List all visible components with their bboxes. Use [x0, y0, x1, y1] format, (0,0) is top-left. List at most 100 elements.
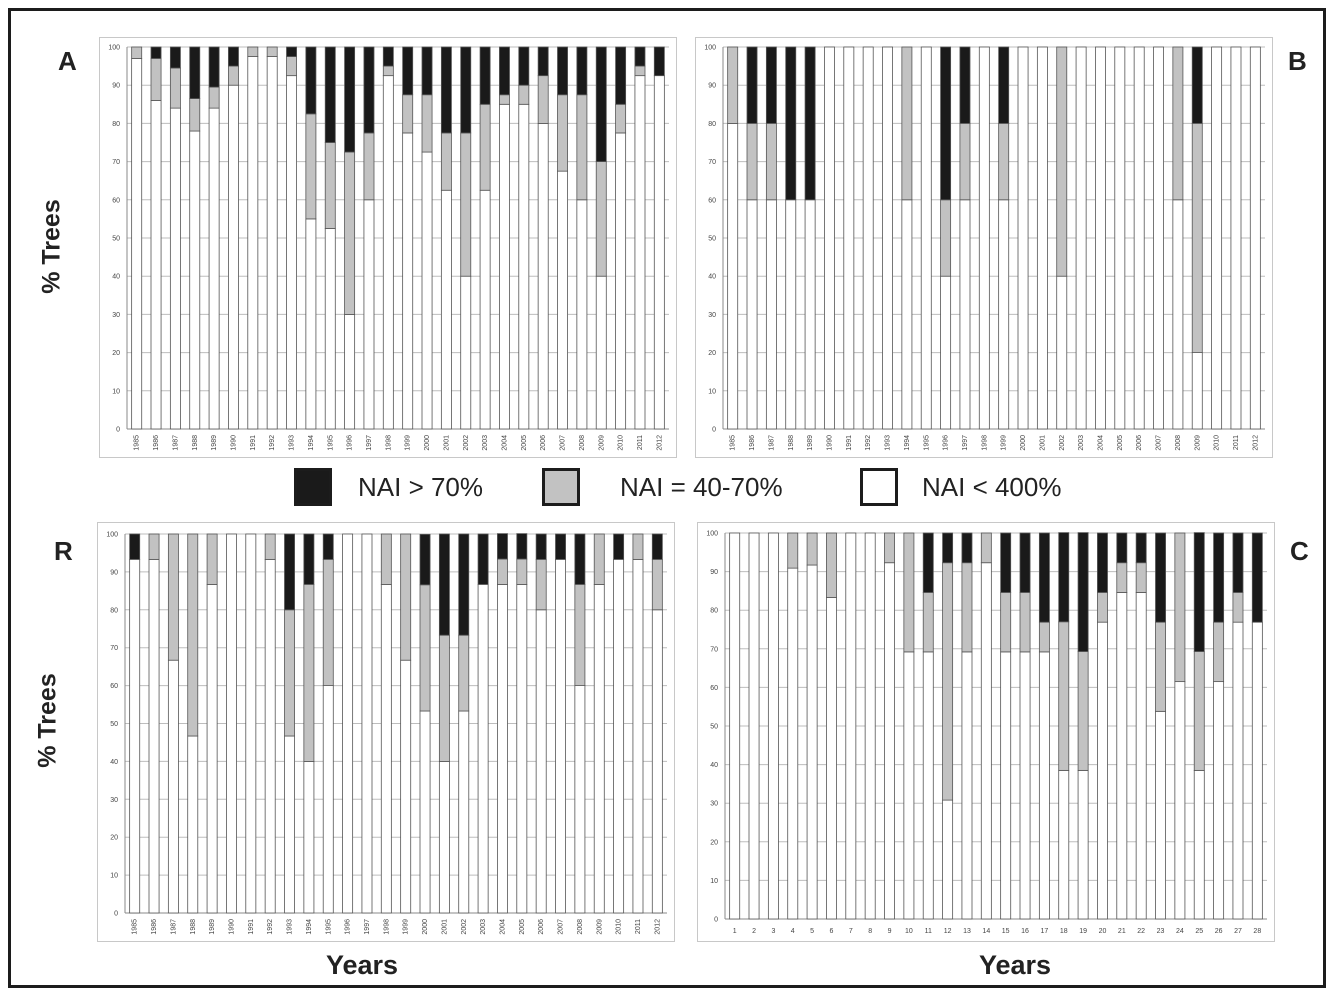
chart-a-bar-light — [557, 170, 568, 430]
chart-a-ytick-label: 10 — [112, 388, 120, 395]
chart-c-bar-light — [1019, 651, 1031, 920]
chart-c-bar-light — [1155, 710, 1166, 920]
chart-c-bar-light — [1097, 621, 1108, 920]
chart-a-xtick-label: 1989 — [211, 435, 218, 451]
chart-b-bar-moderate — [727, 46, 739, 124]
chart-b-bar-light — [1172, 199, 1184, 430]
figure-frame — [8, 8, 1326, 988]
chart-r-bar-light — [148, 558, 160, 914]
chart-a-bar-light — [460, 275, 472, 430]
chart-a-xtick-label: 1998 — [385, 435, 392, 451]
chart-a-bar-moderate — [518, 84, 530, 105]
chart-r-bar-severe — [303, 533, 315, 585]
chart-b-xtick-label: 1989 — [807, 435, 814, 451]
chart-r-bar-light — [535, 609, 547, 914]
chart-a-xtick-label: 2009 — [598, 435, 605, 451]
chart-b-xtick-label: 1997 — [962, 435, 969, 451]
chart-a-xtick-label: 2003 — [482, 435, 489, 451]
chart-r-ytick-label: 0 — [114, 911, 118, 918]
chart-r-xtick-label: 2011 — [635, 919, 642, 934]
chart-r-bar-light — [361, 533, 373, 914]
chart-b-xtick-label: 2001 — [1039, 435, 1046, 451]
chart-c-bar-light — [1116, 592, 1128, 920]
chart-a-svg: 0 10 20 30 40 50 60 70 80 90 100 1985 1986 1987 1988 19… — [99, 37, 677, 458]
chart-r-xtick-label: 2002 — [461, 919, 468, 935]
chart-a-ytick-label: 20 — [112, 350, 120, 357]
chart-r-bar-moderate — [419, 584, 431, 712]
x-axis-label-right: Years — [978, 950, 1052, 980]
chart-c-bar-moderate — [1019, 592, 1031, 653]
chart-r-xtick-label: 1985 — [132, 919, 139, 935]
chart-a-bar-light — [131, 58, 143, 430]
chart-b-xtick-label: 1996 — [943, 435, 950, 451]
chart-r-xtick-label: 1990 — [228, 919, 235, 935]
chart-b-ytick-label: 80 — [708, 121, 716, 128]
chart-r-bar-moderate — [632, 533, 644, 560]
chart-a-bar-moderate — [460, 132, 472, 277]
chart-b-xtick-label: 1995 — [923, 435, 930, 451]
panel-label-a: A — [58, 46, 77, 76]
chart-r-bar-moderate — [458, 634, 470, 712]
chart-a-bar-light — [595, 275, 607, 430]
chart-c-xtick-label: 4 — [791, 928, 795, 935]
chart-a-ytick-label: 60 — [112, 197, 120, 204]
chart-b-xtick-label: 2012 — [1252, 435, 1259, 451]
chart-a-bar-severe — [286, 46, 297, 57]
chart-c-xtick-label: 11 — [925, 928, 932, 935]
chart-b-bar-light — [940, 275, 952, 430]
chart-c-xtick-label: 14 — [982, 928, 990, 935]
chart-r-bar-moderate — [400, 533, 412, 661]
chart-r-ytick-label: 50 — [110, 721, 118, 728]
chart-b-bar-light — [1191, 352, 1203, 430]
chart-r-ytick-label: 40 — [110, 759, 118, 766]
chart-r-ytick-label: 10 — [110, 873, 118, 880]
chart-c-bar-moderate — [806, 532, 818, 566]
chart-a-xtick-label: 2000 — [424, 435, 431, 451]
chart-a-bar-severe — [557, 46, 568, 96]
chart-b-bar-light — [1017, 46, 1029, 430]
chart-a-bar-light — [402, 132, 414, 430]
chart-b-bar-severe — [746, 46, 758, 124]
chart-r-xtick-label: 2004 — [499, 919, 506, 935]
chart-c-bar-light — [806, 564, 818, 920]
chart-a-bar-moderate — [208, 86, 220, 109]
chart-r-bar-light — [400, 659, 412, 914]
chart-b-ytick-label: 50 — [708, 236, 716, 243]
chart-a-xtick-label: 1995 — [327, 435, 334, 451]
chart-a-bar-light — [266, 56, 278, 430]
chart-c-bar-light — [767, 532, 779, 920]
chart-r-xtick-label: 2006 — [538, 919, 545, 935]
chart-c-bar-moderate — [1174, 532, 1186, 683]
chart-c-bar-severe — [1193, 532, 1205, 652]
chart-c-xtick-label: 18 — [1060, 928, 1068, 935]
chart-b-xtick-label: 2008 — [1175, 435, 1182, 451]
chart-r-xtick-label: 1998 — [383, 919, 390, 935]
chart-r-xtick-label: 2000 — [422, 919, 429, 935]
legend-swatch-severe — [294, 468, 332, 506]
chart-c-bar-light — [1000, 651, 1012, 920]
chart-c-ytick-label: 50 — [710, 724, 718, 731]
chart-r-xtick-label: 1996 — [345, 919, 352, 935]
chart-a-bar-moderate — [421, 94, 433, 153]
chart-c-bar-moderate — [922, 592, 934, 653]
chart-r-bar-light — [458, 710, 470, 914]
legend-label-light: NAI < 400% — [922, 472, 1062, 502]
chart-a-xtick-label: 1990 — [230, 435, 237, 451]
chart-r-bar-light — [187, 735, 199, 914]
chart-b-bar-light — [804, 199, 816, 430]
chart-c-bar-moderate — [787, 532, 799, 569]
chart-c-bar-moderate — [1077, 651, 1089, 771]
chart-b-svg: 0 10 20 30 40 50 60 70 80 90 100 1985 1986 1987 1988 19… — [695, 37, 1273, 458]
chart-a-bar-light — [228, 84, 239, 430]
chart-r-bar-light — [516, 584, 528, 914]
chart-c-bar-light — [1251, 621, 1263, 920]
chart-a-bar-light — [247, 56, 259, 430]
chart-r-bar-light — [593, 584, 605, 914]
chart-r-bar-moderate — [593, 533, 605, 585]
chart-r-bar-light — [303, 760, 315, 914]
chart-c-bar-light — [1193, 769, 1205, 920]
chart-a-xtick-label: 2008 — [579, 435, 586, 451]
chart-c-bar-severe — [1019, 532, 1031, 593]
chart-c-xtick-label: 7 — [849, 928, 853, 935]
chart-a-bar-moderate — [305, 113, 317, 220]
